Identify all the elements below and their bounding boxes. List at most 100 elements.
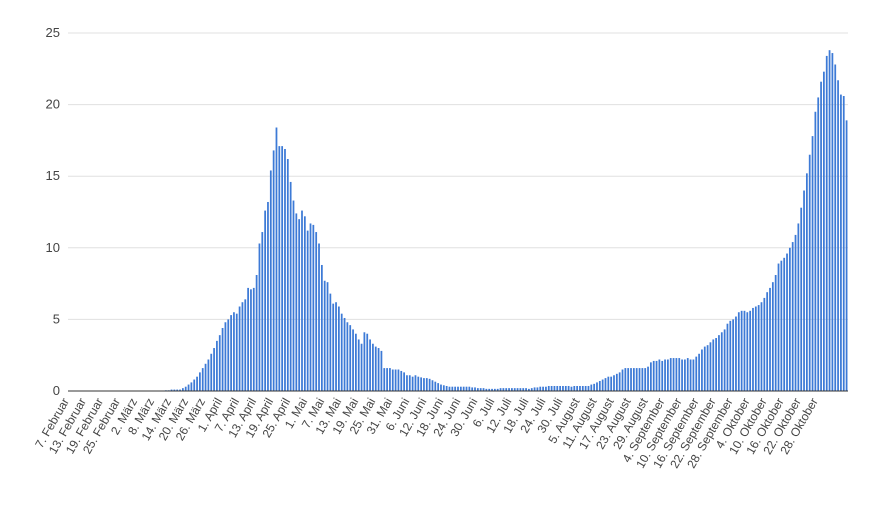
bar — [196, 376, 198, 391]
bar — [703, 346, 706, 391]
bar — [181, 388, 184, 391]
bar — [428, 378, 431, 391]
bar — [655, 360, 658, 391]
bar — [601, 379, 604, 391]
bar — [737, 312, 740, 391]
bar — [380, 350, 383, 391]
bar — [508, 388, 510, 391]
bar — [241, 302, 244, 391]
bar — [669, 358, 672, 391]
bar — [233, 312, 235, 391]
bar — [678, 358, 681, 391]
bar — [684, 359, 686, 391]
bar — [207, 359, 210, 391]
bar — [842, 96, 845, 391]
bar — [289, 181, 292, 391]
bar — [641, 368, 644, 391]
bar — [791, 242, 794, 391]
bar — [562, 385, 564, 391]
bar — [269, 170, 272, 391]
bar — [377, 348, 380, 391]
bar — [442, 385, 445, 391]
bar — [692, 359, 695, 391]
bar — [244, 299, 247, 391]
bar — [414, 375, 417, 391]
bar — [788, 247, 791, 391]
bar — [423, 378, 425, 391]
bar — [840, 94, 842, 391]
bar — [355, 333, 357, 391]
bar — [712, 339, 715, 391]
bar — [406, 375, 408, 391]
bar — [627, 368, 630, 391]
bar — [618, 372, 621, 391]
bar — [519, 388, 522, 391]
bar — [607, 376, 610, 391]
bar — [286, 159, 289, 391]
bar — [320, 264, 323, 391]
bar — [386, 368, 388, 391]
bar — [235, 313, 238, 391]
bar — [457, 386, 459, 391]
bar — [312, 224, 315, 391]
bar — [389, 368, 391, 391]
bar — [564, 385, 567, 391]
y-tick-label: 10 — [46, 240, 60, 255]
bar — [845, 120, 848, 391]
bar — [593, 383, 596, 391]
y-tick-label: 15 — [46, 168, 60, 183]
bar — [559, 385, 561, 391]
y-tick-label: 0 — [53, 383, 60, 398]
bar — [675, 358, 678, 391]
bar — [808, 154, 811, 391]
bar — [720, 332, 723, 391]
bar — [267, 201, 269, 391]
bar — [820, 81, 822, 391]
bar — [706, 345, 709, 391]
bar — [516, 388, 519, 391]
bar — [726, 323, 729, 391]
bar — [774, 275, 777, 391]
bar — [632, 368, 635, 391]
bar — [749, 310, 752, 391]
bar — [278, 146, 281, 391]
bar — [576, 385, 579, 391]
bar — [315, 232, 318, 391]
bar — [649, 362, 652, 391]
bar — [420, 377, 423, 391]
bar — [306, 230, 309, 391]
bar — [743, 310, 746, 391]
bar — [701, 349, 703, 391]
bar — [247, 287, 249, 391]
bar — [621, 369, 624, 391]
bar — [579, 385, 581, 391]
bar — [525, 388, 527, 391]
bar — [752, 307, 754, 391]
bar — [340, 313, 343, 391]
bar — [803, 190, 805, 391]
bar — [170, 389, 173, 391]
bar — [797, 223, 800, 391]
bar — [686, 358, 689, 391]
bar — [465, 386, 468, 391]
bar — [723, 329, 726, 391]
bar — [530, 388, 533, 391]
bar — [777, 263, 780, 391]
bar — [754, 306, 757, 391]
bar — [553, 385, 556, 391]
bar — [264, 210, 267, 391]
bar — [318, 243, 320, 391]
bar — [596, 382, 598, 391]
bar — [624, 368, 627, 391]
bar — [250, 289, 252, 391]
bar — [474, 387, 476, 391]
bar — [332, 303, 335, 391]
bar — [190, 382, 193, 391]
bar — [261, 232, 264, 391]
bar — [448, 386, 451, 391]
bar — [369, 339, 371, 391]
bar — [769, 287, 771, 391]
bar — [547, 385, 550, 391]
bar — [536, 387, 539, 391]
